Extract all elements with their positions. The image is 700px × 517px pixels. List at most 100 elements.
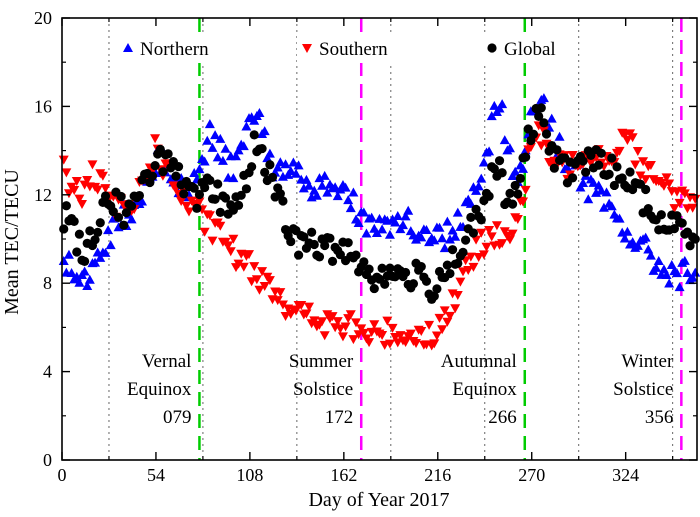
northern-point	[588, 177, 599, 187]
northern-point	[546, 113, 557, 123]
southern-point	[356, 324, 367, 334]
southern-point	[507, 229, 518, 239]
southern-point	[301, 309, 312, 319]
northern-point	[429, 235, 440, 245]
series-global	[59, 103, 700, 304]
global-point	[95, 218, 105, 228]
annotation-summer: Summer Solstice 172	[289, 351, 354, 428]
southern-point	[238, 262, 249, 272]
global-point	[429, 291, 439, 301]
northern-point	[293, 160, 304, 170]
annotation-line: Autumnal	[441, 351, 517, 372]
southern-point	[640, 175, 651, 185]
southern-point	[512, 214, 523, 224]
southern-point	[669, 204, 680, 214]
northern-point	[598, 202, 609, 212]
northern-point	[254, 107, 265, 117]
southern-point	[645, 160, 656, 170]
global-point	[327, 256, 338, 266]
southern-point	[444, 311, 455, 321]
global-point	[458, 247, 468, 257]
southern-point	[411, 338, 422, 348]
northern-point	[280, 159, 291, 169]
northern-point	[79, 266, 90, 276]
global-point	[534, 111, 544, 122]
legend-marker-northern	[123, 43, 133, 52]
southern-point	[520, 185, 531, 195]
northern-point	[392, 211, 403, 221]
northern-point	[298, 183, 309, 193]
northern-point	[264, 148, 275, 158]
global-point	[568, 173, 578, 183]
southern-point	[499, 227, 510, 237]
northern-point	[562, 163, 573, 173]
southern-point	[405, 329, 416, 339]
global-point	[385, 263, 395, 273]
annotation-line: Solstice	[293, 379, 353, 400]
northern-point	[189, 167, 200, 177]
global-point	[432, 284, 442, 294]
northern-point	[304, 180, 315, 190]
annotation-line: Vernal	[142, 351, 192, 372]
northern-point	[105, 240, 116, 250]
northern-point	[619, 233, 630, 243]
northern-point	[687, 272, 698, 282]
northern-point	[473, 181, 484, 191]
x-tick-label: 216	[424, 465, 451, 485]
northern-point	[345, 203, 356, 213]
northern-point	[361, 228, 372, 238]
northern-point	[82, 281, 93, 291]
southern-point	[335, 324, 346, 334]
x-tick-label: 270	[518, 465, 545, 485]
southern-point	[69, 186, 80, 196]
annotation-line: 172	[325, 407, 354, 428]
southern-point	[486, 232, 497, 242]
southern-point	[100, 184, 111, 194]
global-point	[669, 223, 679, 234]
global-point	[173, 161, 184, 172]
southern-point	[387, 323, 398, 333]
annotation-line: Solstice	[613, 379, 673, 400]
southern-point	[429, 339, 440, 349]
northern-point	[95, 252, 106, 262]
southern-point	[468, 262, 479, 272]
global-point	[275, 189, 285, 199]
y-tick-label: 0	[43, 450, 52, 470]
global-point	[93, 227, 103, 237]
global-point	[335, 250, 345, 260]
northern-point	[371, 227, 382, 237]
y-tick-label: 20	[34, 8, 52, 28]
x-tick-label: 162	[330, 465, 357, 485]
northern-point	[90, 257, 101, 267]
southern-point	[585, 158, 596, 168]
southern-point	[277, 300, 288, 310]
legend-label-southern: Southern	[319, 39, 388, 60]
northern-point	[217, 155, 228, 165]
global-point	[390, 272, 400, 282]
northern-point	[452, 207, 463, 217]
x-axis-label: Day of Year 2017	[308, 489, 449, 511]
global-point	[147, 171, 158, 181]
global-point	[484, 191, 494, 201]
southern-point	[181, 201, 192, 211]
northern-point	[664, 278, 675, 288]
global-point	[604, 169, 614, 179]
global-point	[400, 267, 411, 278]
southern-point	[364, 338, 375, 348]
northern-point	[103, 225, 114, 235]
global-point	[314, 252, 325, 262]
northern-point	[471, 185, 482, 195]
global-point	[617, 173, 627, 183]
global-point	[343, 238, 353, 248]
annotations: Vernal Equinox 079 Summer Solstice 172 Autumna…	[127, 351, 674, 428]
southern-point	[246, 277, 257, 287]
global-point	[380, 279, 390, 289]
southern-point	[424, 320, 435, 330]
northern-point	[126, 214, 137, 224]
global-point	[286, 236, 296, 247]
southern-point	[280, 311, 291, 321]
global-point	[213, 179, 223, 189]
global-point	[445, 268, 455, 279]
southern-point	[97, 171, 108, 181]
